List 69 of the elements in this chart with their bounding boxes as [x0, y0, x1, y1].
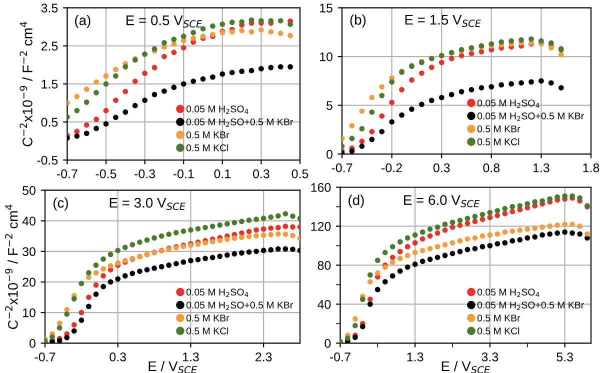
y-tick-label: -0.5	[37, 156, 58, 165]
legend-label: 0.05 M H$_{2}$SO$_{4}$	[477, 288, 540, 298]
y-tick-label: 120	[311, 222, 331, 231]
x-tick-label: 0.1	[214, 169, 230, 178]
y-tick-label: 50	[22, 186, 36, 195]
legend-label: 0.05 M H$_{2}$SO$_{4}$	[477, 100, 540, 108]
x-tick-label: -0.7	[34, 352, 56, 362]
x-tick-label: 1.8	[583, 163, 600, 172]
legend-label: 0.05 M H$_{2}$SO$_{4}$	[186, 288, 248, 298]
x-tick-label: -0.7	[330, 352, 350, 362]
x-tick-label: 5.3	[556, 352, 573, 362]
x-tick-label: 0.5	[292, 169, 308, 178]
x-axis-title: E / V$_{SCE}$	[148, 360, 197, 373]
x-tick-label: -0.7	[56, 169, 78, 178]
x-tick-label: 2.3	[256, 352, 272, 362]
x-tick-label: 1.3	[533, 163, 550, 172]
legend-label: 0.5 M KBr	[186, 131, 230, 138]
y-tick-label: 5	[326, 101, 332, 110]
legend-label: 0.05 M H$_{2}$SO+0.5 M KBr	[186, 302, 293, 310]
y-tick-label: 0.5	[41, 118, 58, 127]
x-tick-label: -0.3	[134, 169, 156, 178]
y-tick-label: 2.5	[41, 42, 58, 51]
y-axis-title: C$^{−2}$x10$^{−9}$ / F$^{−2}$ cm$^{4}$	[5, 204, 18, 330]
y-axis-title: C$^{−2}$x10$^{−9}$ / F$^{−2}$ cm$^{4}$	[20, 22, 32, 146]
legend-label: 0.05 M H$_{2}$SO$_{4}$	[186, 106, 248, 114]
chart-title: E = 0.5 V$_{SCE}$	[126, 15, 202, 28]
legend-label: 0.5 M KBr	[477, 314, 520, 322]
y-tick-label: 80	[318, 261, 331, 270]
y-tick-label: 3.5	[41, 4, 58, 12]
x-tick-label: 1.3	[407, 352, 424, 362]
y-tick-label: 10	[23, 308, 36, 318]
x-tick-label: -0.7	[332, 163, 352, 172]
x-tick-label: -0.2	[382, 163, 402, 172]
y-tick-label: 160	[311, 183, 331, 192]
legend-label: 0.5 M KCl	[477, 327, 520, 334]
legend-label: 0.5 M KCl	[186, 327, 228, 334]
text: E = 6.0 V$_{SCE}$	[404, 195, 480, 208]
annotation: (b)	[350, 14, 366, 28]
y-tick-label: 1.5	[42, 80, 58, 89]
legend-label: 0.05 M H$_{2}$SO+0.5 M KBr	[186, 118, 293, 127]
y-tick-label: 0	[30, 338, 36, 348]
chart-title: E = 1.5 V$_{SCE}$	[405, 15, 481, 27]
y-tick-label: 20	[22, 278, 36, 287]
y-tick-label: 10	[320, 52, 332, 62]
chart-title: E = 3.0 V$_{SCE}$	[110, 198, 186, 210]
x-tick-label: 0.3	[433, 163, 450, 172]
legend-label: 0.05 M H$_{2}$SO+0.5 M KBr	[477, 112, 584, 121]
legend-label: 0.05 M H$_{2}$SO+0.5 M KBr	[477, 302, 584, 310]
x-tick-label: -0.5	[96, 169, 116, 178]
annotation: (d)	[348, 194, 364, 208]
y-tick-label: 30	[22, 247, 36, 256]
y-tick-label: 40	[22, 216, 36, 226]
x-tick-label: 0.3	[253, 169, 270, 178]
annotation: (c)	[54, 198, 68, 210]
x-axis-title: E / V$_{SCE}$	[442, 360, 490, 373]
x-tick-label: 3.3	[482, 352, 498, 362]
x-tick-label: 0.3	[110, 352, 126, 362]
annotation: (a)	[75, 15, 90, 28]
x-tick-label: 0.8	[483, 163, 500, 172]
y-tick-label: 40	[318, 300, 331, 309]
legend-label: 0.5 M KCl	[477, 138, 520, 146]
legend-label: 0.5 M KCl	[186, 144, 228, 152]
legend-label: 0.5 M KBr	[186, 314, 230, 322]
x-tick-label: 1.3	[182, 352, 199, 362]
y-tick-label: 0	[326, 150, 332, 159]
x-tick-label: -0.1	[173, 169, 194, 178]
y-tick-label: 0	[324, 338, 331, 348]
legend-label: 0.5 M KBr	[477, 125, 520, 132]
y-tick-label: 15	[320, 4, 332, 12]
